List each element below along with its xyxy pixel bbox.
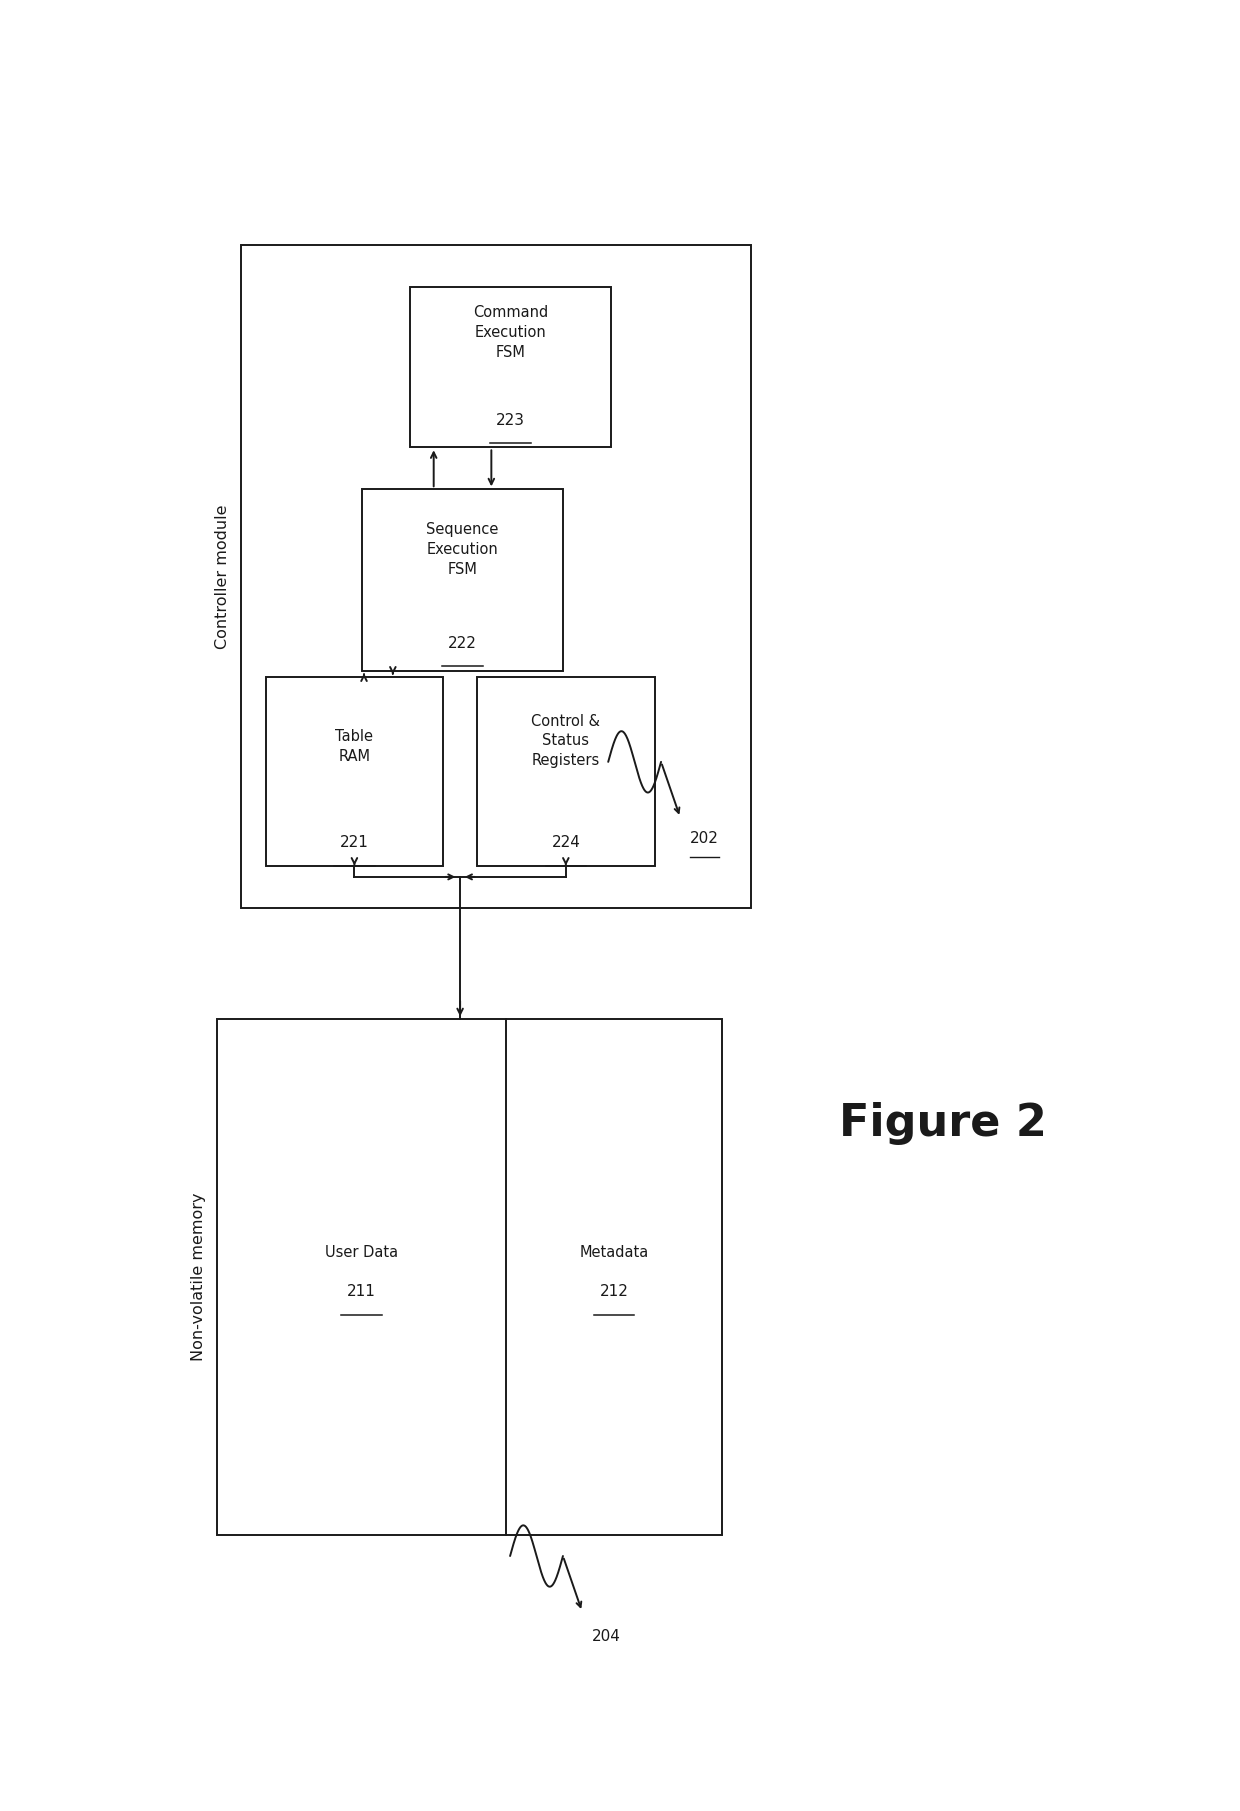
Text: Figure 2: Figure 2 [839, 1103, 1047, 1145]
Text: 204: 204 [591, 1630, 621, 1644]
Bar [409, 286, 611, 447]
Bar [265, 677, 444, 866]
Text: Table
RAM: Table RAM [335, 730, 373, 764]
Text: 212: 212 [599, 1284, 629, 1298]
Text: Command
Execution
FSM: Command Execution FSM [472, 304, 548, 360]
Bar [362, 489, 563, 670]
Text: Metadata: Metadata [579, 1244, 649, 1259]
Text: Non-volatile memory: Non-volatile memory [191, 1193, 206, 1362]
Text: User Data: User Data [325, 1244, 398, 1259]
Bar [242, 244, 751, 907]
Bar [217, 1020, 722, 1536]
Text: 221: 221 [340, 835, 368, 849]
Text: 222: 222 [448, 636, 477, 650]
Text: Sequence
Execution
FSM: Sequence Execution FSM [427, 522, 498, 576]
Text: 202: 202 [689, 831, 719, 846]
Text: Control &
Status
Registers: Control & Status Registers [531, 714, 600, 768]
Text: 223: 223 [496, 413, 525, 427]
Text: Controller module: Controller module [215, 503, 229, 648]
Text: 224: 224 [552, 835, 580, 849]
Bar [477, 677, 655, 866]
Text: 211: 211 [347, 1284, 376, 1298]
